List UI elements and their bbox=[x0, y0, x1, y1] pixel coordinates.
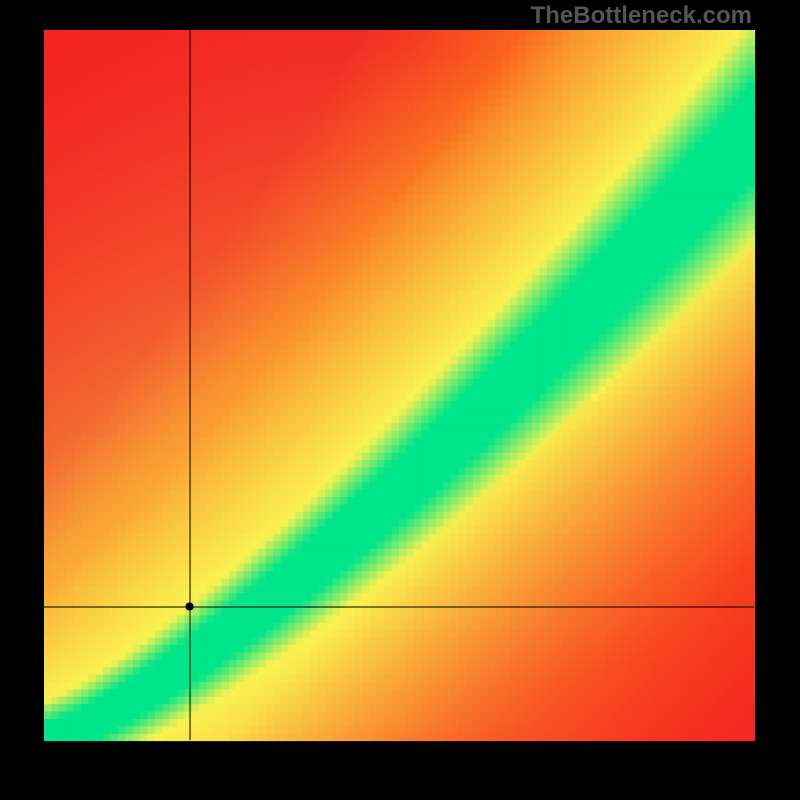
chart-container: TheBottleneck.com bbox=[0, 0, 800, 800]
bottleneck-heatmap-canvas bbox=[0, 0, 800, 800]
watermark-text: TheBottleneck.com bbox=[531, 2, 752, 30]
